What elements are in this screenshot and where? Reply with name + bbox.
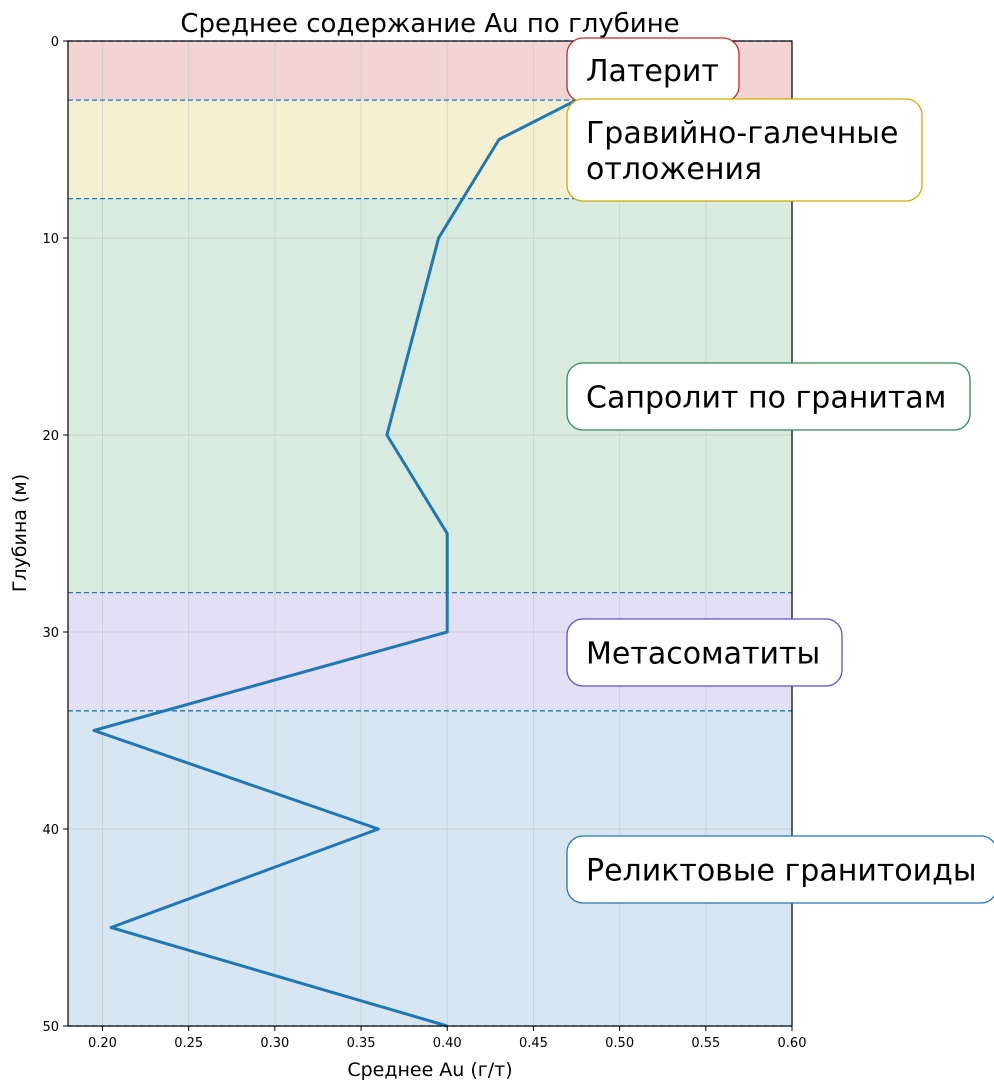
x-tick-label: 0.35	[347, 1036, 376, 1051]
y-tick-label: 40	[42, 823, 59, 838]
x-axis-title: Среднее Au (г/т)	[347, 1059, 512, 1081]
zone-label-1: Латерит	[566, 37, 740, 103]
y-tick-label: 10	[42, 232, 59, 247]
zone-label-text: Метасоматиты	[586, 637, 820, 672]
axes-layer: 0.20 0.25 0.30 0.35 0.40 0.45 0.50 0.55 0.60 0 10 2…	[42, 35, 806, 1051]
x-tick-label: 0.60	[778, 1036, 807, 1051]
x-tick-label: 0.25	[174, 1036, 203, 1051]
zone-label-5: Реликтовые гранитоиды	[566, 835, 994, 904]
x-tick-label: 0.30	[260, 1036, 289, 1051]
zone-label-box	[566, 618, 843, 687]
y-tick-label: 50	[42, 1020, 59, 1035]
zone-label-text: Латерит	[586, 54, 719, 89]
y-tick-label: 0	[51, 35, 59, 50]
zone-label-4: Метасоматиты	[566, 618, 843, 687]
x-tick-label: 0.20	[88, 1036, 117, 1051]
x-tick-label: 0.50	[605, 1036, 634, 1051]
x-tick-label: 0.45	[519, 1036, 548, 1051]
y-tick-label: 20	[42, 429, 59, 444]
zone-label-3: Сапролит по гранитам	[566, 362, 971, 431]
zone-label-text: Реликтовые гранитоиды	[586, 854, 977, 889]
zone-label-box	[566, 98, 923, 202]
zone-label-text: Гравийно-галечные	[586, 116, 898, 151]
chart-title: Среднее содержание Au по глубине	[180, 9, 679, 39]
zone-label-box	[566, 362, 971, 431]
zone-label-box	[566, 835, 994, 904]
x-tick-label: 0.40	[433, 1036, 462, 1051]
zone-label-text: отложения	[586, 152, 762, 187]
series-line	[92, 98, 578, 1028]
x-tick-label: 0.55	[691, 1036, 720, 1051]
y-axis-title: Глубина (м)	[9, 474, 31, 592]
zone-label-text: Сапролит по гранитам	[586, 381, 946, 416]
plot-frame	[67, 40, 793, 1027]
y-tick-label: 30	[42, 626, 59, 641]
